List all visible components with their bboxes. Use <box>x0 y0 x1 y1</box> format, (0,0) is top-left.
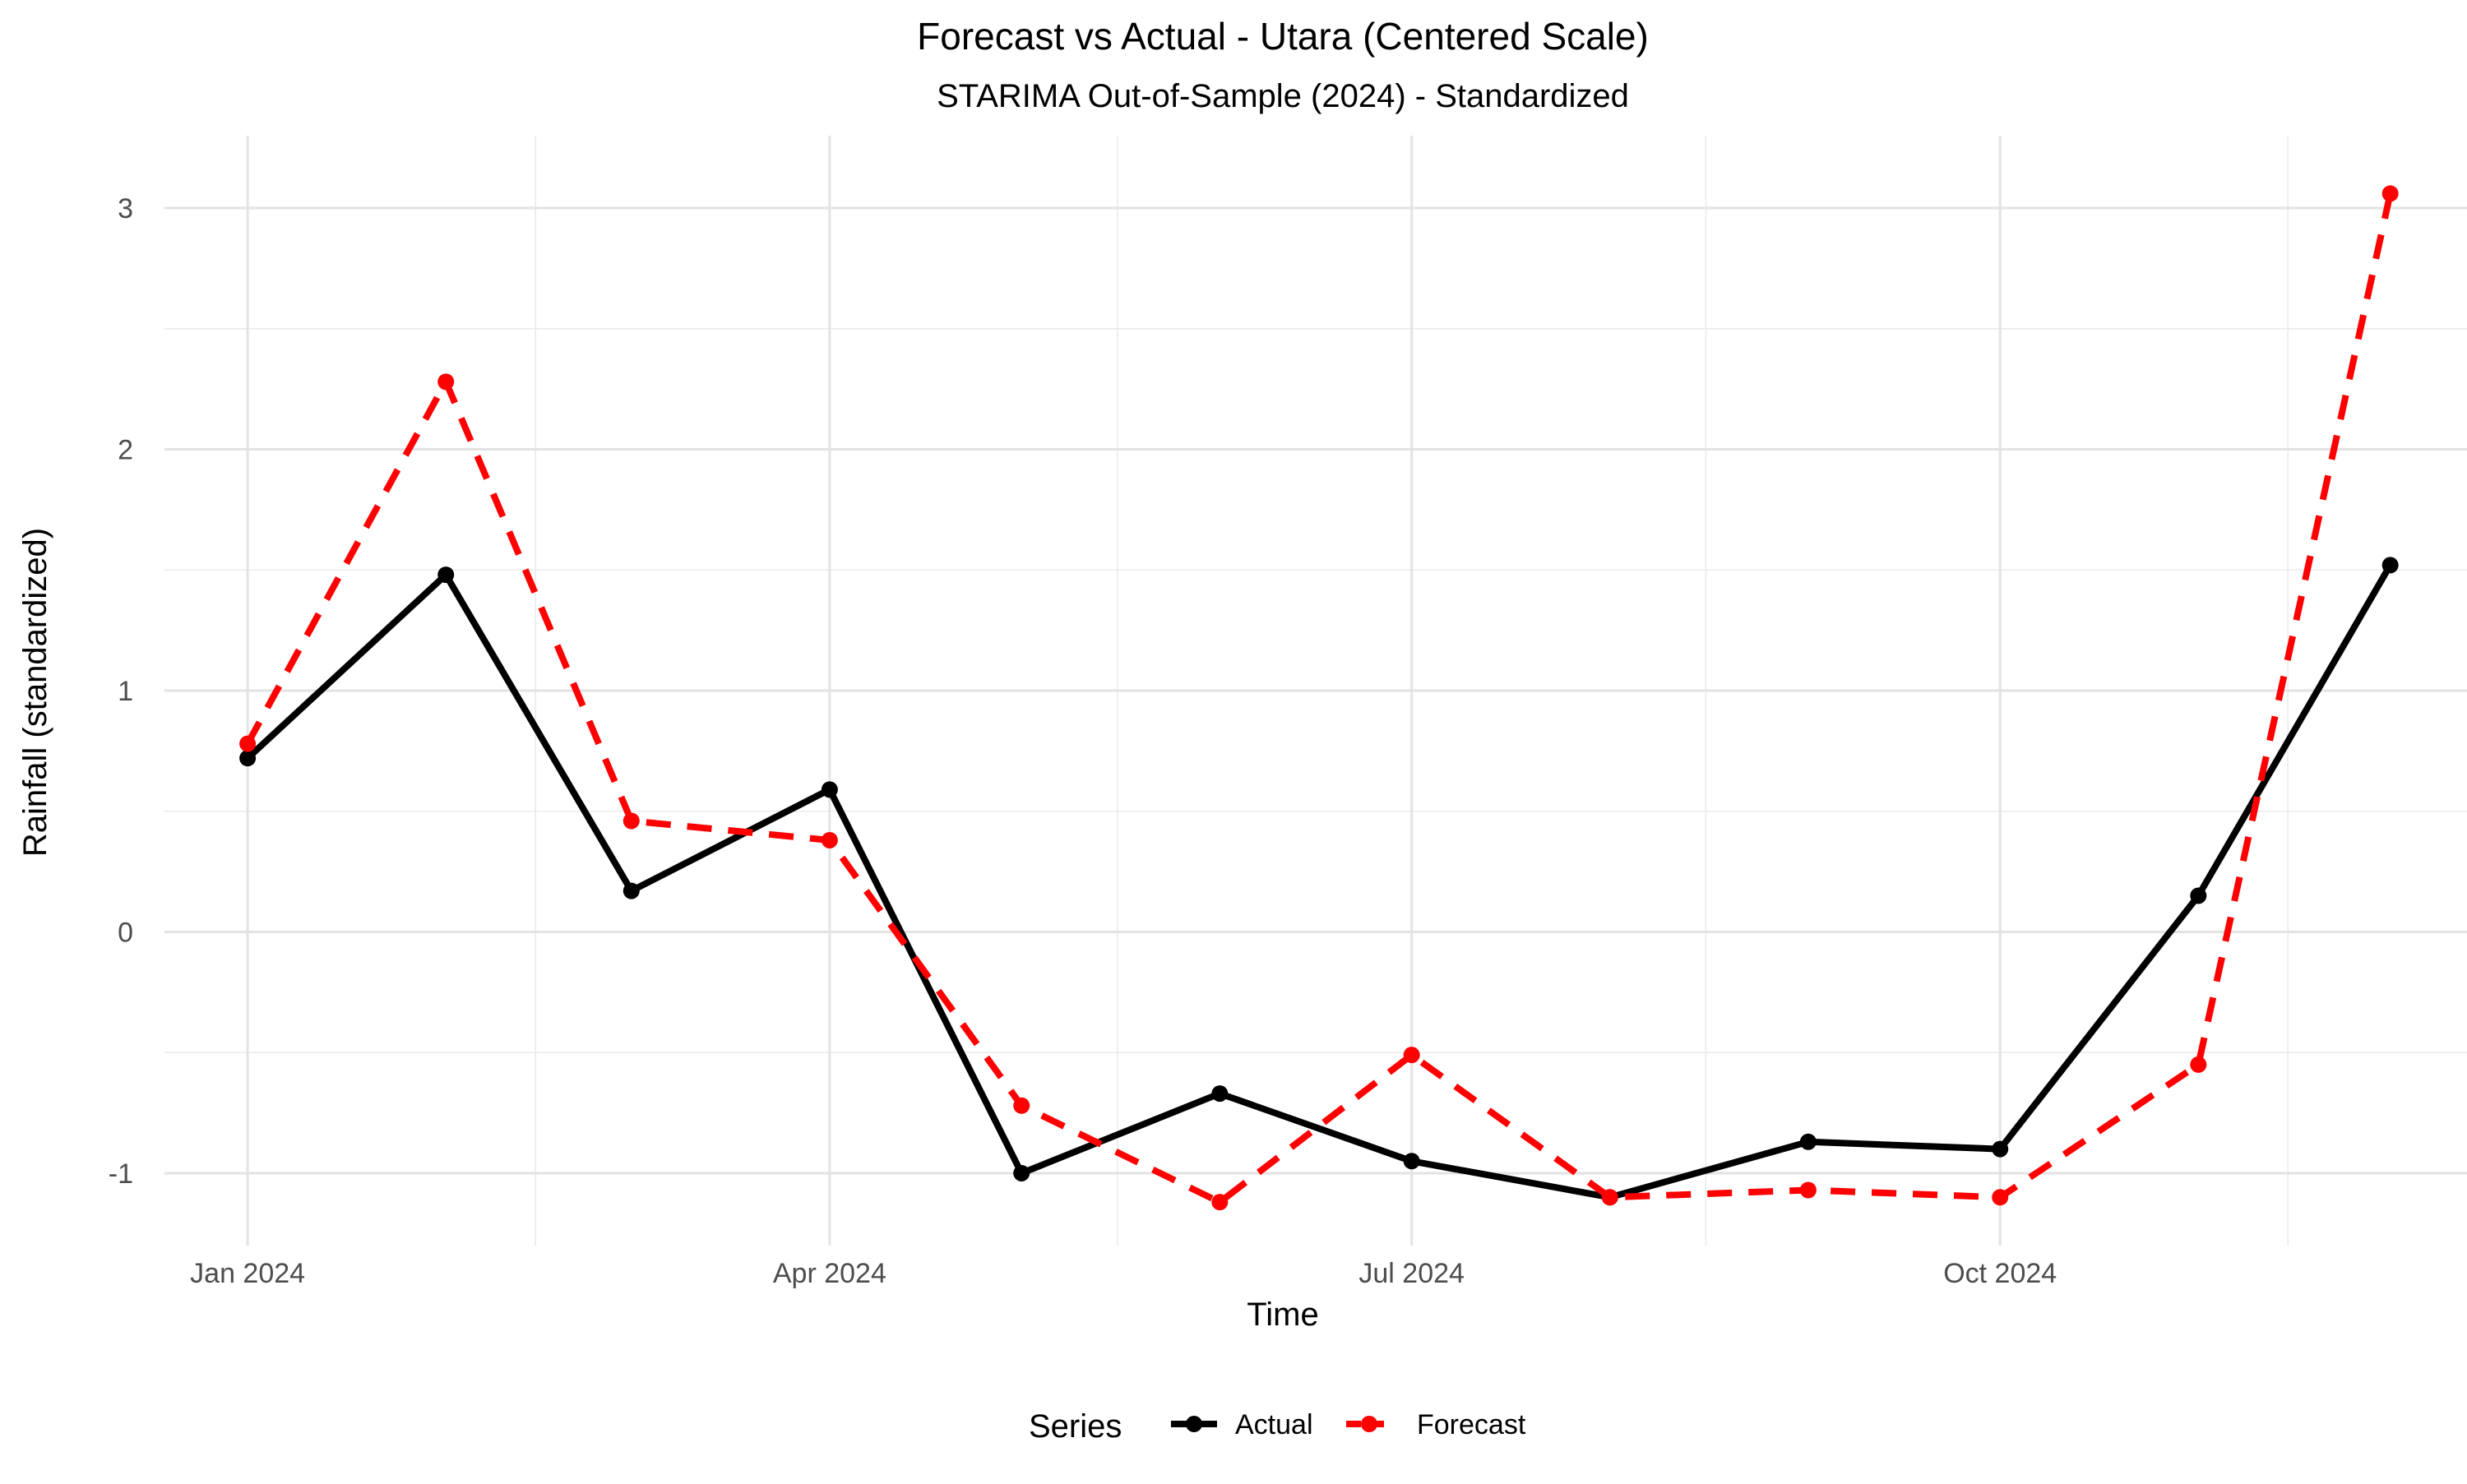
x-tick-label: Jul 2024 <box>1358 1258 1465 1289</box>
x-tick-label: Jan 2024 <box>190 1258 305 1289</box>
legend-key-marker-forecast <box>1361 1416 1377 1432</box>
data-point-actual <box>1992 1140 2009 1158</box>
data-point-forecast <box>2381 185 2399 202</box>
data-point-actual <box>1799 1133 1817 1150</box>
legend-title: Series <box>1029 1408 1122 1445</box>
data-point-forecast <box>1601 1189 1618 1206</box>
data-point-forecast <box>1211 1194 1229 1211</box>
x-tick-label: Oct 2024 <box>1943 1258 2057 1289</box>
data-point-actual <box>1403 1153 1420 1170</box>
y-tick-label: -1 <box>109 1158 133 1190</box>
data-point-actual <box>437 566 455 584</box>
x-tick-label: Apr 2024 <box>773 1258 886 1289</box>
y-tick-label: 3 <box>118 193 133 224</box>
legend-label-actual: Actual <box>1235 1409 1313 1440</box>
data-point-actual <box>2190 887 2207 904</box>
series-line-forecast <box>244 192 2394 1206</box>
data-point-actual <box>821 781 838 798</box>
chart-subtitle: STARIMA Out-of-Sample (2024) - Standardi… <box>937 78 1629 114</box>
data-point-forecast <box>1799 1181 1817 1199</box>
legend: Series Actual Forecast <box>1029 1408 1526 1445</box>
grid <box>164 136 2467 1246</box>
x-axis-title: Time <box>1247 1297 1318 1333</box>
data-point-actual <box>239 750 257 767</box>
data-point-forecast <box>821 831 838 848</box>
data-point-forecast <box>623 812 640 830</box>
data-point-forecast <box>2190 1056 2207 1073</box>
data-point-actual <box>1211 1085 1229 1103</box>
data-point-actual <box>2381 557 2399 574</box>
chart-title: Forecast vs Actual - Utara (Centered Sca… <box>917 15 1649 58</box>
legend-label-forecast: Forecast <box>1417 1409 1526 1440</box>
axis-labels: -1 0 1 2 3 Jan 2024 Apr 2024 Jul 2024 Oct 2024 <box>109 193 2057 1289</box>
data-point-forecast <box>1013 1097 1030 1114</box>
data-point-forecast <box>1992 1189 2009 1206</box>
data-point-forecast <box>239 735 257 752</box>
data-point-forecast <box>437 373 455 391</box>
series-layer <box>239 185 2399 1211</box>
y-tick-label: 0 <box>118 917 133 948</box>
data-point-actual <box>623 882 640 899</box>
data-point-actual <box>1013 1164 1030 1181</box>
y-tick-label: 1 <box>118 676 133 707</box>
series-line-actual <box>245 563 2394 1201</box>
y-tick-label: 2 <box>118 435 133 466</box>
legend-key-marker-actual <box>1186 1416 1202 1432</box>
legend-items: Actual Forecast <box>1171 1409 1526 1440</box>
data-point-forecast <box>1403 1047 1420 1064</box>
y-axis-title: Rainfall (standardized) <box>17 528 53 857</box>
